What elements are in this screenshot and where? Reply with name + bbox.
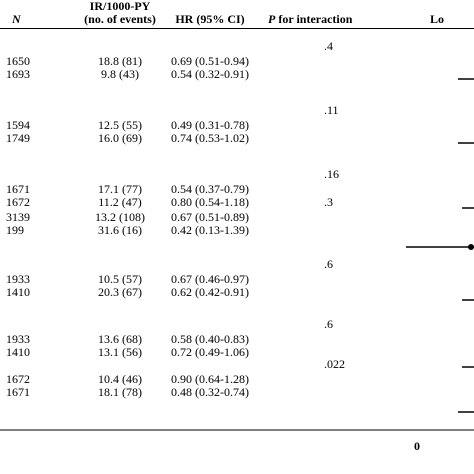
row-n-value: 1410 — [6, 285, 30, 299]
row-hr-value: 0.54 (0.32-0.91) — [171, 67, 249, 81]
row-ir-value: 11.2 (47) — [98, 195, 142, 209]
row-ir-value: 10.5 (57) — [98, 272, 142, 286]
row-n-value: 1933 — [6, 272, 30, 286]
x-axis-tick-zero: 0 — [414, 439, 420, 453]
row-hr-value: 0.54 (0.37-0.79) — [171, 182, 249, 196]
row-hr-value: 0.69 (0.51-0.94) — [171, 54, 249, 68]
row-hr-value: 0.67 (0.46-0.97) — [171, 272, 249, 286]
column-header-n: N — [12, 12, 21, 26]
row-hr-value: 0.67 (0.51-0.89) — [171, 210, 249, 224]
column-header-ir-line2: (no. of events) — [84, 12, 156, 26]
column-header-hr: HR (95% CI) — [175, 12, 245, 26]
row-ir-value: 31.6 (16) — [98, 223, 142, 237]
row-ir-value: 16.0 (69) — [98, 131, 142, 145]
p-label-rest: for interaction — [275, 12, 353, 26]
row-n-value: 199 — [6, 223, 24, 237]
p-interaction-value: .6 — [324, 317, 333, 331]
row-ir-value: 13.1 (56) — [98, 345, 142, 359]
row-ir-value: 13.6 (68) — [98, 332, 142, 346]
column-header-ir-line1: IR/1000-PY — [89, 0, 151, 13]
row-hr-value: 0.90 (0.64-1.28) — [171, 372, 249, 386]
p-italic: P — [268, 12, 276, 26]
row-n-value: 1693 — [6, 67, 30, 81]
p-interaction-value: .022 — [324, 357, 345, 371]
row-hr-value: 0.48 (0.32-0.74) — [171, 385, 249, 399]
p-interaction-value: .6 — [324, 257, 333, 271]
row-hr-value: 0.62 (0.42-0.91) — [171, 285, 249, 299]
header-rule — [0, 28, 474, 29]
row-n-value: 1594 — [6, 118, 30, 132]
p-interaction-value: .3 — [324, 195, 333, 209]
row-ir-value: 20.3 (67) — [98, 285, 142, 299]
p-interaction-value: .16 — [324, 167, 339, 181]
point-estimate — [468, 244, 474, 250]
row-n-value: 1410 — [6, 345, 30, 359]
row-ir-value: 10.4 (46) — [98, 372, 142, 386]
row-n-value: 1749 — [6, 131, 30, 145]
p-interaction-value: .11 — [324, 103, 339, 117]
forest-plot-marks — [406, 78, 474, 413]
row-n-value: 3139 — [6, 210, 30, 224]
row-ir-value: 17.1 (77) — [98, 182, 142, 196]
row-hr-value: 0.42 (0.13-1.39) — [171, 223, 249, 237]
row-hr-value: 0.74 (0.53-1.02) — [171, 131, 249, 145]
row-ir-value: 9.8 (43) — [101, 67, 139, 81]
row-hr-value: 0.49 (0.31-0.78) — [171, 118, 249, 132]
row-ir-value: 13.2 (108) — [95, 210, 145, 224]
row-hr-value: 0.80 (0.54-1.18) — [171, 195, 249, 209]
row-n-value: 1671 — [6, 385, 30, 399]
column-header-p-interaction: P for interaction — [268, 13, 352, 26]
row-n-value: 1671 — [6, 182, 30, 196]
row-ir-value: 18.1 (78) — [98, 385, 142, 399]
row-n-value: 1672 — [6, 372, 30, 386]
row-n-value: 1933 — [6, 332, 30, 346]
row-hr-value: 0.58 (0.40-0.83) — [171, 332, 249, 346]
row-ir-value: 12.5 (55) — [98, 118, 142, 132]
row-ir-value: 18.8 (81) — [98, 54, 142, 68]
plot-header-partial: Lo — [430, 12, 445, 26]
p-interaction-value: .4 — [324, 39, 333, 53]
row-n-value: 1650 — [6, 54, 30, 68]
row-hr-value: 0.72 (0.49-1.06) — [171, 345, 249, 359]
row-n-value: 1672 — [6, 195, 30, 209]
